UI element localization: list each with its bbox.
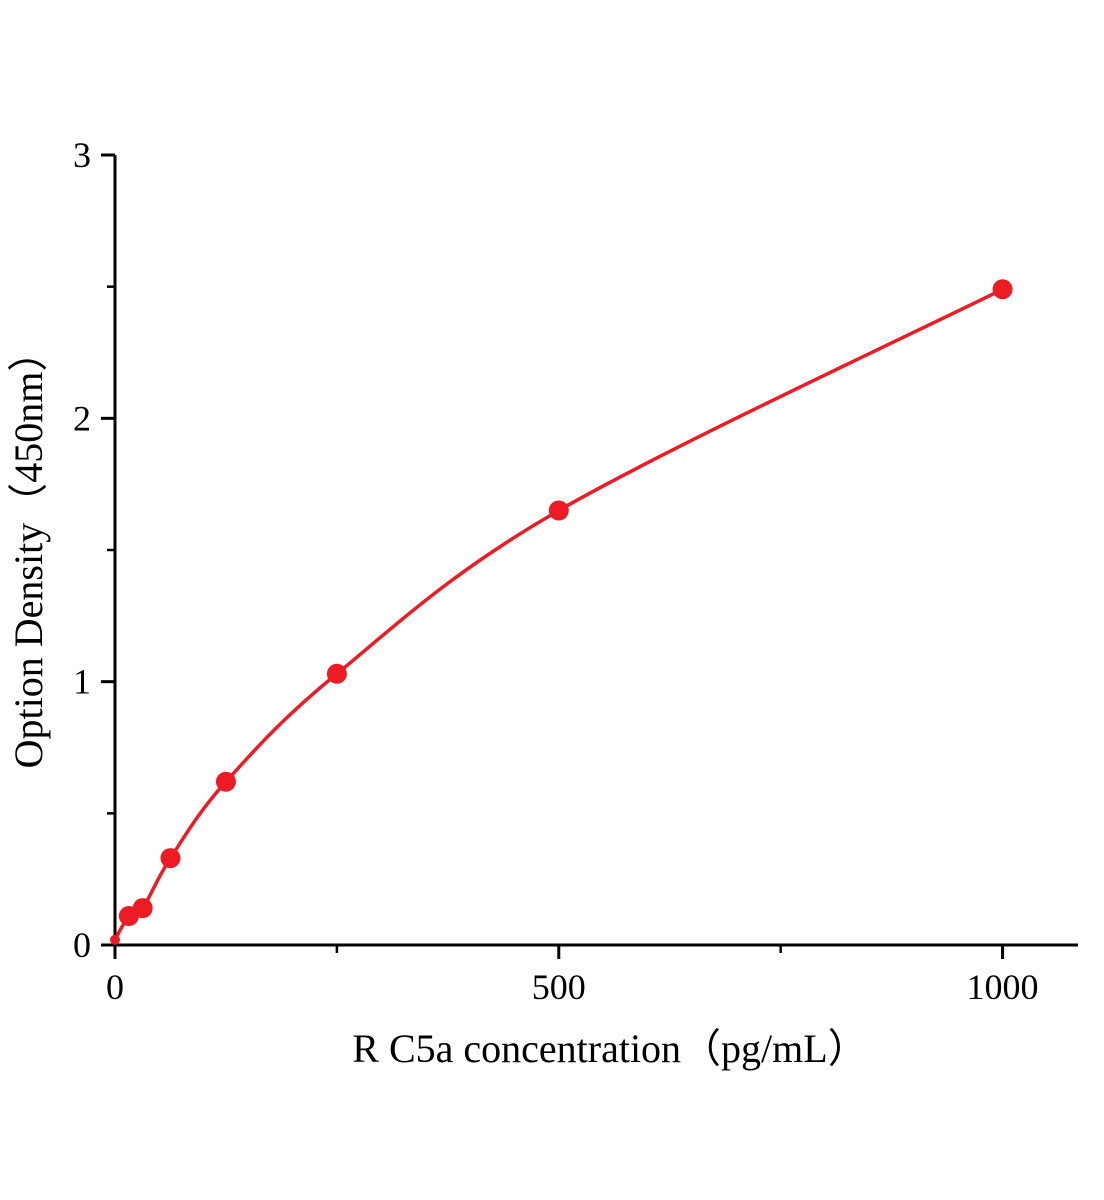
data-point: [110, 934, 120, 945]
y-tick-label: 3: [73, 135, 91, 175]
data-point: [132, 898, 153, 919]
plot-area: 0 500 1000 0 1 2 3: [73, 135, 1078, 1007]
x-tick-label: 0: [106, 967, 124, 1007]
data-point: [215, 771, 236, 792]
x-tick-label: 1000: [967, 967, 1039, 1007]
data-point: [548, 500, 569, 521]
data-point: [992, 279, 1013, 300]
y-tick-label: 2: [73, 398, 91, 438]
y-tick-label: 0: [73, 925, 91, 965]
standard-curve-line: [113, 287, 1005, 942]
x-axis-title: R C5a concentration（pg/mL）: [352, 1026, 867, 1071]
y-tick-label: 1: [73, 662, 91, 702]
data-point: [326, 663, 347, 684]
y-axis-title: Option Density（450nm）: [6, 332, 51, 769]
data-point: [160, 848, 181, 869]
x-tick-label: 500: [532, 967, 586, 1007]
